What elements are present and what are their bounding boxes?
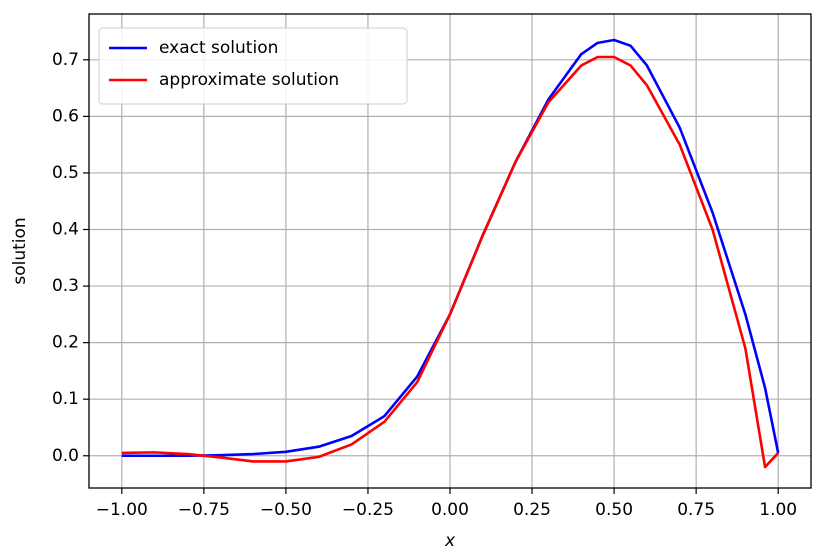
y-tick-label: 0.7 bbox=[52, 50, 79, 70]
y-tick-label: 0.0 bbox=[52, 446, 79, 466]
x-tick-label: 0.75 bbox=[677, 500, 715, 520]
y-tick-label: 0.4 bbox=[52, 220, 79, 240]
y-axis-label: solution bbox=[10, 217, 30, 284]
x-tick-label: 0.50 bbox=[595, 500, 633, 520]
x-tick-label: 1.00 bbox=[759, 500, 797, 520]
x-tick-label: −0.75 bbox=[178, 500, 230, 520]
legend: exact solution approximate solution bbox=[98, 27, 408, 105]
y-tick-label: 0.6 bbox=[52, 106, 79, 126]
y-tick-label: 0.5 bbox=[52, 163, 79, 183]
x-tick-label: −1.00 bbox=[96, 500, 148, 520]
legend-label: exact solution bbox=[159, 38, 278, 58]
lines bbox=[121, 38, 780, 469]
legend-label: approximate solution bbox=[159, 70, 339, 90]
series-line bbox=[121, 55, 780, 469]
x-tick-label: 0.00 bbox=[431, 500, 469, 520]
y-tick-label: 0.3 bbox=[52, 276, 79, 296]
x-tick-label: −0.50 bbox=[260, 500, 312, 520]
y-tick-label: 0.1 bbox=[52, 389, 79, 409]
y-tick-label: 0.2 bbox=[52, 333, 79, 353]
x-tick-label: −0.25 bbox=[342, 500, 394, 520]
x-axis-label: x bbox=[444, 531, 456, 551]
legend-box bbox=[98, 27, 408, 105]
grid bbox=[89, 14, 811, 488]
x-tick-label: 0.25 bbox=[513, 500, 551, 520]
